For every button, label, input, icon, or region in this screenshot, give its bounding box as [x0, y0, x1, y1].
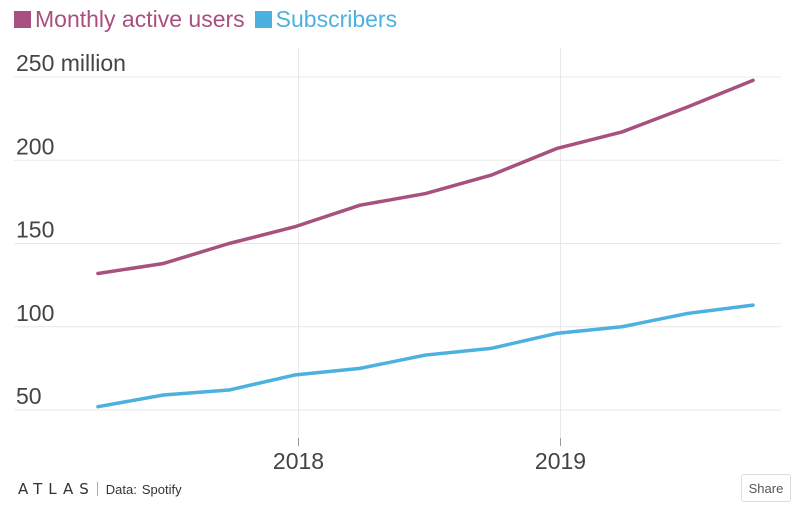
legend-swatch [254, 11, 272, 28]
data-point [423, 191, 428, 196]
x-tick-label: 2018 [273, 448, 324, 470]
y-tick-label: 50 [16, 383, 42, 409]
legend-label: Monthly active users [35, 6, 245, 32]
y-tick-label: 250 million [16, 50, 126, 76]
data-point [620, 130, 624, 134]
data-point [161, 261, 166, 266]
data-point [358, 203, 362, 207]
data-point [423, 353, 428, 357]
data-point [554, 331, 559, 336]
data-point [620, 325, 624, 329]
data-point [751, 78, 755, 82]
line-chart: 250 million 200 150 100 50 2018 2019 [14, 48, 781, 470]
legend-swatch [14, 11, 31, 28]
atlas-logo[interactable]: ATLAS [18, 480, 95, 498]
legend-item: Monthly active users [14, 6, 245, 33]
data-point [96, 271, 100, 276]
data-point [685, 105, 690, 109]
data-point [292, 373, 297, 377]
data-point [489, 173, 493, 177]
data-point [96, 405, 100, 409]
y-tick-label: 150 [16, 217, 54, 243]
data-point [554, 146, 559, 151]
data-source-label: Data: [105, 481, 137, 497]
y-tick-label: 100 [16, 300, 54, 326]
footer-divider [96, 482, 98, 496]
series-line-monthly-active-users [96, 78, 755, 276]
data-point [227, 241, 231, 246]
chart-footer: ATLAS Data: Spotify [18, 480, 182, 498]
data-point [489, 346, 493, 350]
legend-item: Subscribers [254, 6, 398, 33]
share-button[interactable]: Share [741, 474, 791, 502]
legend-label: Subscribers [275, 6, 398, 32]
data-point [292, 225, 297, 229]
x-tick-label: 2019 [535, 448, 586, 470]
y-tick-label: 200 [16, 133, 54, 159]
data-point [358, 366, 362, 370]
data-point [685, 311, 690, 316]
data-source-value: Spotify [141, 481, 182, 497]
chart-legend: Monthly active users Subscribers [14, 6, 407, 33]
data-point [161, 393, 166, 397]
data-point [751, 303, 755, 307]
data-point [227, 388, 231, 392]
